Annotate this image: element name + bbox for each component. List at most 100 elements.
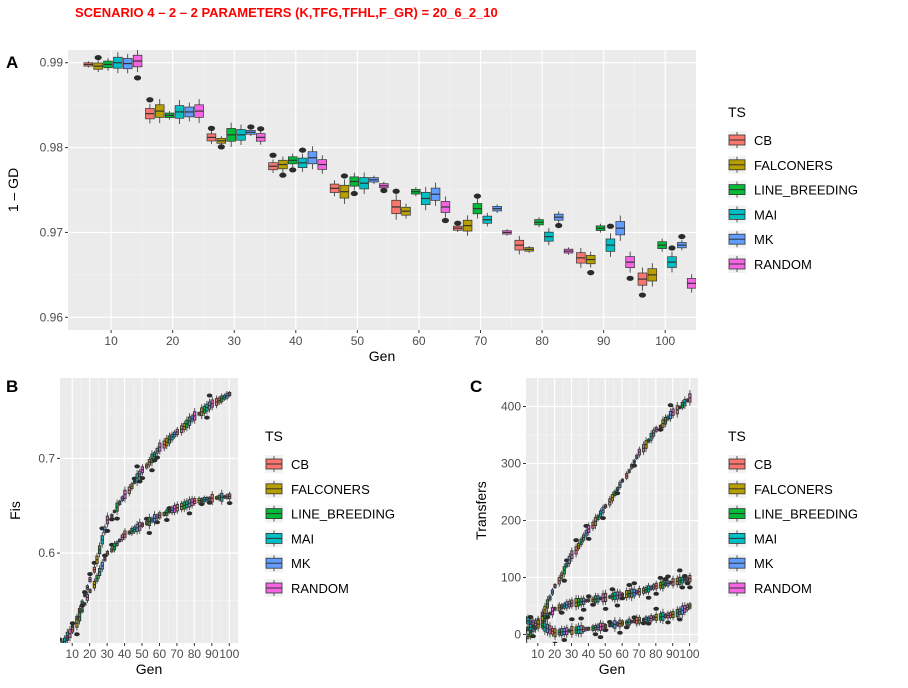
box-FALCONERS: [278, 156, 288, 173]
legend-label: MK: [291, 556, 311, 571]
x-tick-label: 90: [205, 647, 219, 661]
y-tick-label: 0.6: [38, 546, 55, 560]
box-upper: [562, 563, 566, 578]
box-lower: [140, 521, 144, 528]
panel-b: 0.6 0.7 10 20 30 40 50 60 70 80 90 100 Gen Fis: [7, 378, 240, 677]
outlier-point: [668, 245, 676, 251]
box-upper: [118, 499, 122, 507]
outlier-point: [149, 468, 155, 473]
box-upper: [145, 462, 149, 470]
box-CB: [576, 247, 586, 268]
box-MAI: [420, 186, 431, 211]
x-tick-label: 10: [66, 647, 80, 661]
x-tick-label: 50: [135, 647, 149, 661]
outlier-point: [609, 587, 616, 592]
outlier-point: [104, 528, 111, 533]
legend-label: CB: [754, 133, 772, 148]
outlier-point: [257, 126, 265, 132]
legend-label: MK: [754, 556, 774, 571]
box-MK: [307, 146, 318, 170]
box-FALCONERS: [93, 60, 103, 73]
panel-letter-c: C: [470, 377, 482, 396]
x-tick-label: 70: [474, 334, 488, 348]
legend-title: TS: [265, 428, 283, 444]
data-marks: [58, 390, 233, 658]
box-lower: [80, 607, 84, 614]
outlier-point: [640, 621, 647, 626]
box-MAI: [544, 228, 554, 246]
box-upper: [187, 413, 192, 430]
outlier-point: [269, 152, 277, 158]
x-tick-label: 60: [153, 647, 167, 661]
box-MAI: [174, 99, 185, 124]
y-tick-label: 0.7: [38, 451, 55, 465]
legend-key-falconers: [265, 479, 283, 498]
outlier-point: [606, 223, 615, 229]
box-upper: [610, 491, 614, 504]
box-lower: [83, 601, 87, 606]
box-CB: [391, 194, 401, 220]
outlier-point: [527, 615, 534, 620]
legend-label: RANDOM: [754, 581, 812, 596]
outlier-point: [186, 511, 193, 516]
legend-label: FALCONERS: [291, 482, 370, 497]
box-upper: [688, 390, 692, 406]
outlier-point: [81, 590, 88, 595]
outlier-point: [340, 173, 349, 179]
box-LINE_BREEDING: [287, 153, 298, 167]
outlier-point: [657, 427, 664, 432]
box-upper: [587, 522, 591, 536]
outlier-point: [614, 491, 621, 496]
outlier-point: [298, 147, 307, 153]
box-MAI: [297, 153, 308, 172]
box-upper: [671, 406, 675, 419]
outlier-point: [206, 393, 213, 398]
box-MK: [615, 215, 626, 241]
legend-key-falconers: [728, 479, 746, 498]
box-upper: [557, 574, 561, 587]
box-upper: [58, 643, 60, 658]
y-tick-label: 100: [501, 570, 521, 584]
outlier-point: [682, 573, 688, 578]
x-tick-label: 40: [118, 647, 132, 661]
legend-label: FALCONERS: [754, 158, 833, 173]
box-upper: [210, 396, 214, 411]
outlier-point: [626, 583, 632, 588]
box-upper: [97, 542, 102, 558]
box-FALCONERS: [524, 246, 534, 253]
box-FALCONERS: [216, 136, 227, 146]
box-upper: [95, 552, 99, 567]
outlier-point: [678, 233, 686, 240]
box-middle: [637, 585, 641, 598]
box-lower: [68, 626, 72, 642]
outlier-point: [631, 463, 638, 468]
box-middle: [550, 604, 555, 618]
box-upper: [577, 541, 581, 551]
box-middle: [553, 606, 557, 612]
box-CB: [268, 159, 278, 173]
box-lower: [60, 638, 64, 643]
box-RANDOM: [563, 247, 574, 255]
box-upper: [550, 588, 555, 596]
x-tick-label: 10: [531, 647, 545, 661]
y-tick-label: 300: [501, 456, 521, 470]
box-lower: [123, 528, 127, 541]
legend-title: TS: [728, 428, 746, 444]
outlier-point: [614, 603, 621, 608]
outlier-point: [154, 520, 161, 525]
outlier-point: [146, 531, 153, 536]
box-lower: [85, 591, 90, 604]
outlier-point: [684, 581, 691, 586]
x-tick-label: 30: [565, 647, 579, 661]
x-tick-label: 50: [351, 334, 365, 348]
outlier-point: [350, 190, 358, 197]
box-lower: [105, 549, 110, 557]
legend-key-line-breeding: [265, 504, 283, 523]
outlier-point: [631, 581, 638, 586]
outlier-point: [561, 638, 568, 643]
box-LINE_BREEDING: [349, 172, 360, 191]
box-lower: [587, 626, 591, 632]
outlier-point: [558, 610, 565, 615]
legend-label: CB: [754, 457, 772, 472]
outlier-point: [645, 595, 652, 600]
